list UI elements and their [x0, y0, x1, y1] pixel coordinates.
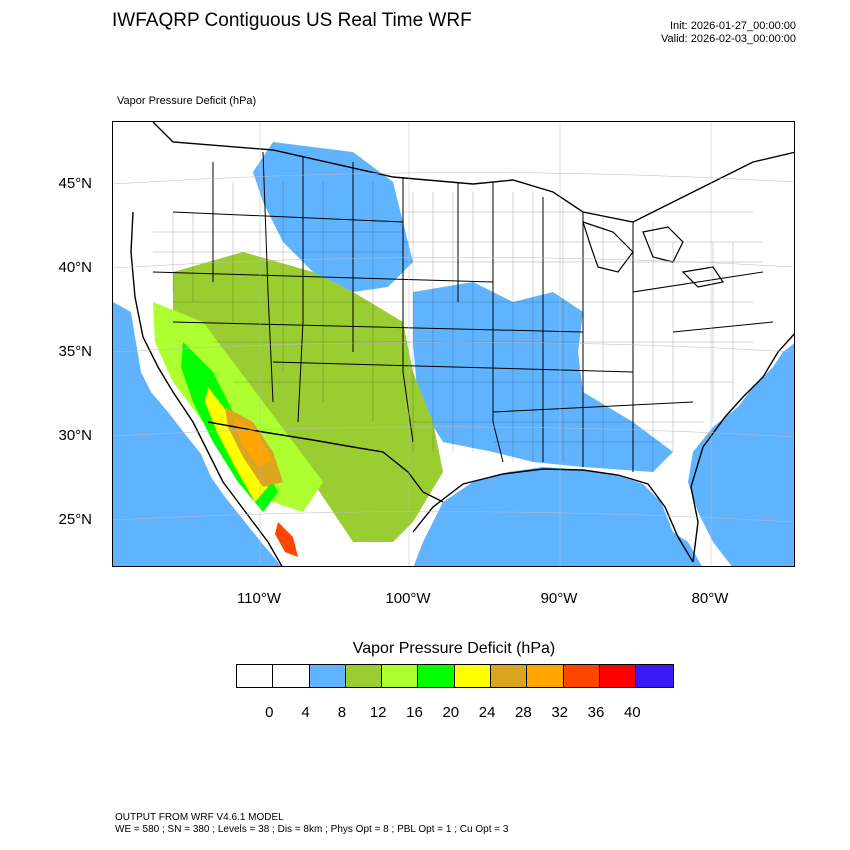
- lat-label-30n: 30°N: [58, 427, 92, 444]
- colorbar-tick-label: 40: [623, 704, 641, 721]
- init-time: Init: 2026-01-27_00:00:00: [670, 20, 796, 32]
- colorbar-tick-label: 12: [369, 704, 387, 721]
- atlantic-ocean: [688, 343, 794, 566]
- lat-label-35n: 35°N: [58, 343, 92, 360]
- colorbar-tick-label: 32: [551, 704, 569, 721]
- colorbar-cell: [345, 665, 383, 687]
- colorbar-tick-label: 28: [515, 704, 532, 721]
- colorbar-cell: [309, 665, 346, 687]
- colorbar-tick-label: 0: [265, 704, 274, 721]
- county-boundaries: [153, 182, 763, 472]
- lat-label-45n: 45°N: [58, 175, 92, 192]
- lon-label-90w: 90°W: [540, 590, 578, 607]
- footer-model-info: OUTPUT FROM WRF V4.6.1 MODEL: [115, 812, 284, 823]
- main-title: IWFAQRP Contiguous US Real Time WRF: [112, 10, 472, 31]
- colorbar-cell: [636, 665, 673, 687]
- vpd-28-32: [233, 417, 271, 467]
- lon-label-80w: 80°W: [691, 590, 729, 607]
- vpd-32-36: [275, 522, 298, 557]
- gulf-coast: [412, 468, 694, 563]
- lon-label-110w: 110°W: [236, 590, 282, 607]
- us-mexico-border: [207, 421, 444, 503]
- colorbar-cell: [599, 665, 637, 687]
- graticule: [113, 122, 794, 566]
- colorbar-tick-label: 4: [301, 704, 310, 721]
- colorbar-tick-label: 16: [406, 704, 423, 721]
- colorbar-cell: [491, 665, 528, 687]
- gulf-of-mexico: [413, 467, 702, 566]
- colorbar-tick-label: 24: [478, 704, 496, 721]
- colorbar-cell: [454, 665, 492, 687]
- valid-time: Valid: 2026-02-03_00:00:00: [661, 33, 796, 45]
- run-times: Init: 2026-01-27_00:00:00 Valid: 2026-02…: [661, 20, 796, 46]
- colorbar: [236, 664, 674, 688]
- lon-label-100w: 100°W: [385, 590, 431, 607]
- lat-label-40n: 40°N: [58, 259, 92, 276]
- colorbar-tick-label: 20: [442, 704, 460, 721]
- lat-label-25n: 25°N: [58, 511, 92, 528]
- west-coast: [130, 211, 283, 566]
- colorbar-cell: [382, 665, 419, 687]
- vpd-map: [113, 122, 794, 566]
- colorbar-cell: [273, 665, 310, 687]
- vpd-8-12-west: [173, 252, 443, 542]
- colorbar-tick-label: 8: [337, 704, 347, 721]
- colorbar-cell: [527, 665, 564, 687]
- colorbar-cell: [418, 665, 455, 687]
- great-lakes: [582, 221, 724, 288]
- footer-run-config: WE = 580 ; SN = 380 ; Levels = 38 ; Dis …: [115, 824, 509, 835]
- colorbar-cell: [563, 665, 600, 687]
- colorbar-tick-label: 36: [587, 704, 605, 721]
- east-coast: [690, 333, 794, 563]
- vpd-20-24: [205, 387, 268, 502]
- colorbar-title: Vapor Pressure Deficit (hPa): [352, 640, 556, 657]
- pacific-ocean: [113, 302, 282, 566]
- us-canada-border: [152, 122, 794, 223]
- map-subtitle: Vapor Pressure Deficit (hPa): [117, 95, 257, 107]
- colorbar-cell: [237, 665, 274, 687]
- map-frame: [112, 121, 795, 567]
